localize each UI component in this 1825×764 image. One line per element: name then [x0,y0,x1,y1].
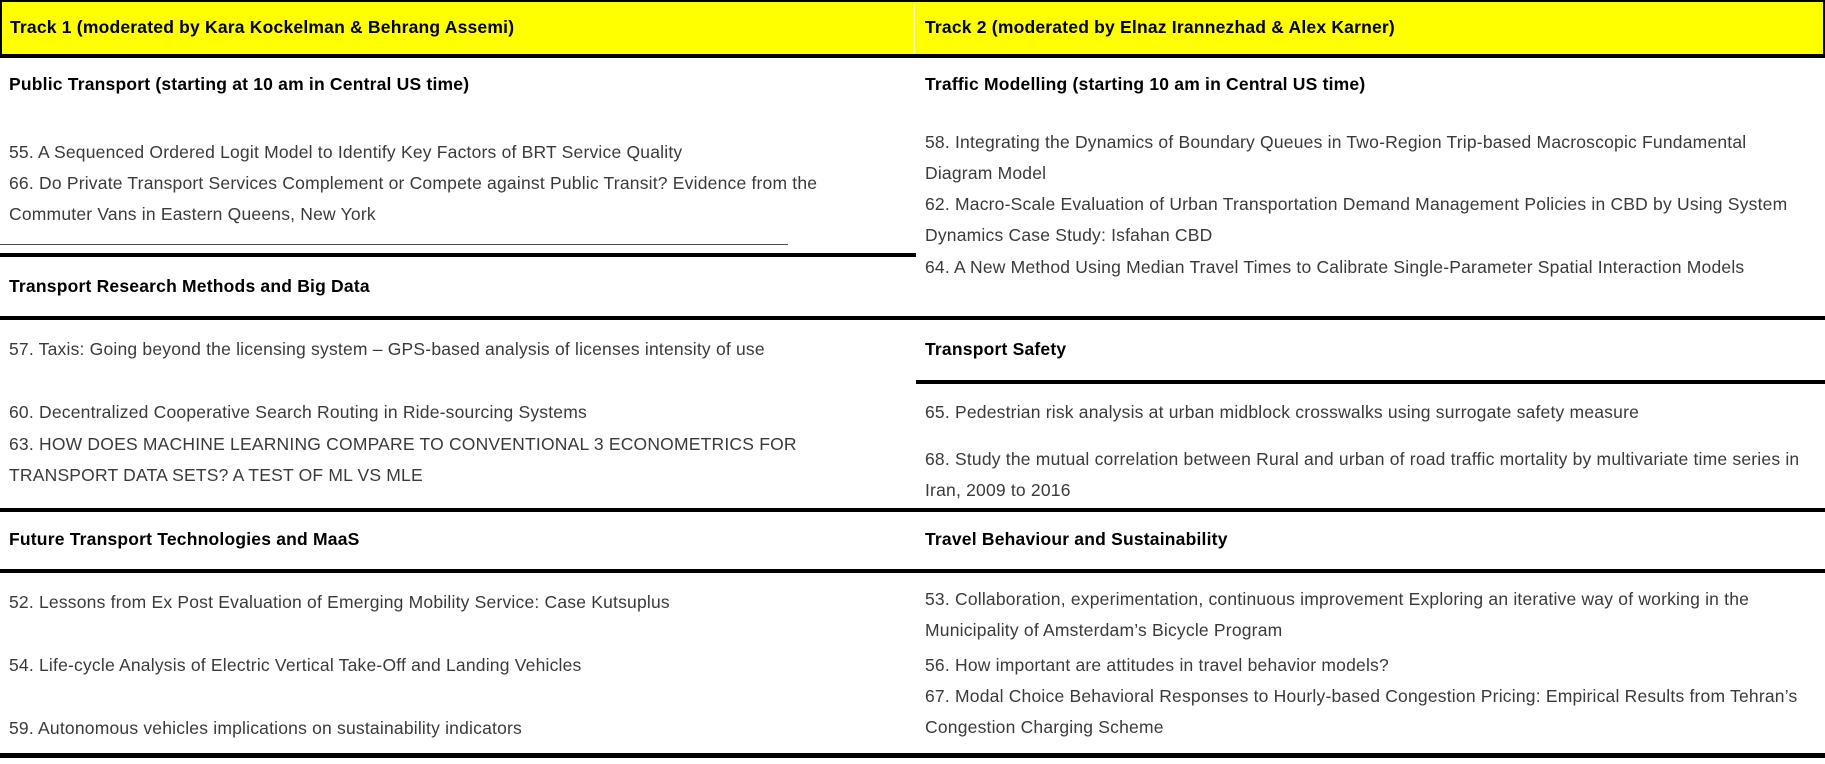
track1-header: Track 1 (moderated by Kara Kockelman & B… [10,17,515,37]
divider-under-header [0,54,1825,58]
paper-item-53: 53. Collaboration, experimentation, cont… [925,589,1750,640]
table-bottom-border [0,753,1825,758]
paper-item-56: 56. How important are attitudes in trave… [925,655,1389,675]
track2-header: Track 2 (moderated by Elnaz Irannezhad &… [925,17,1395,37]
divider-mid [0,316,1825,320]
divider-lower [0,508,1825,512]
paper-item-66: 66. Do Private Transport Services Comple… [9,173,818,224]
divider-last-sections [0,569,1825,573]
paper-item-57: 57. Taxis: Going beyond the licensing sy… [9,339,765,359]
paper-item-68: 68. Study the mutual correlation between… [925,449,1800,500]
paper-item-64: 64. A New Method Using Median Travel Tim… [925,257,1745,277]
divider-track1-section1 [0,253,916,257]
divider-track2-safety [916,380,1825,384]
track-header-row: Track 1 (moderated by Kara Kockelman & B… [0,0,1825,56]
section-title-travel-behaviour: Travel Behaviour and Sustainability [925,529,1228,549]
paper-item-59: 59. Autonomous vehicles implications on … [9,718,522,738]
paper-item-54: 54. Life-cycle Analysis of Electric Vert… [9,655,582,675]
divider-thin-track1-section1 [0,244,788,245]
paper-item-55: 55. A Sequenced Ordered Logit Model to I… [9,142,683,162]
paper-item-63: 63. HOW DOES MACHINE LEARNING COMPARE TO… [9,434,797,485]
track-header-divider [913,4,915,56]
section-title-public-transport: Public Transport (starting at 10 am in C… [9,74,470,94]
section-title-future-transport: Future Transport Technologies and MaaS [9,529,360,549]
paper-item-62: 62. Macro-Scale Evaluation of Urban Tran… [925,194,1788,245]
section-title-research-methods: Transport Research Methods and Big Data [9,276,370,296]
section-title-transport-safety: Transport Safety [925,339,1067,359]
paper-item-67: 67. Modal Choice Behavioral Responses to… [925,686,1798,737]
paper-item-52: 52. Lessons from Ex Post Evaluation of E… [9,592,670,612]
section-title-traffic-modelling: Traffic Modelling (starting 10 am in Cen… [925,74,1366,94]
paper-item-65: 65. Pedestrian risk analysis at urban mi… [925,402,1640,422]
paper-item-60: 60. Decentralized Cooperative Search Rou… [9,402,587,422]
paper-item-58: 58. Integrating the Dynamics of Boundary… [925,132,1747,183]
